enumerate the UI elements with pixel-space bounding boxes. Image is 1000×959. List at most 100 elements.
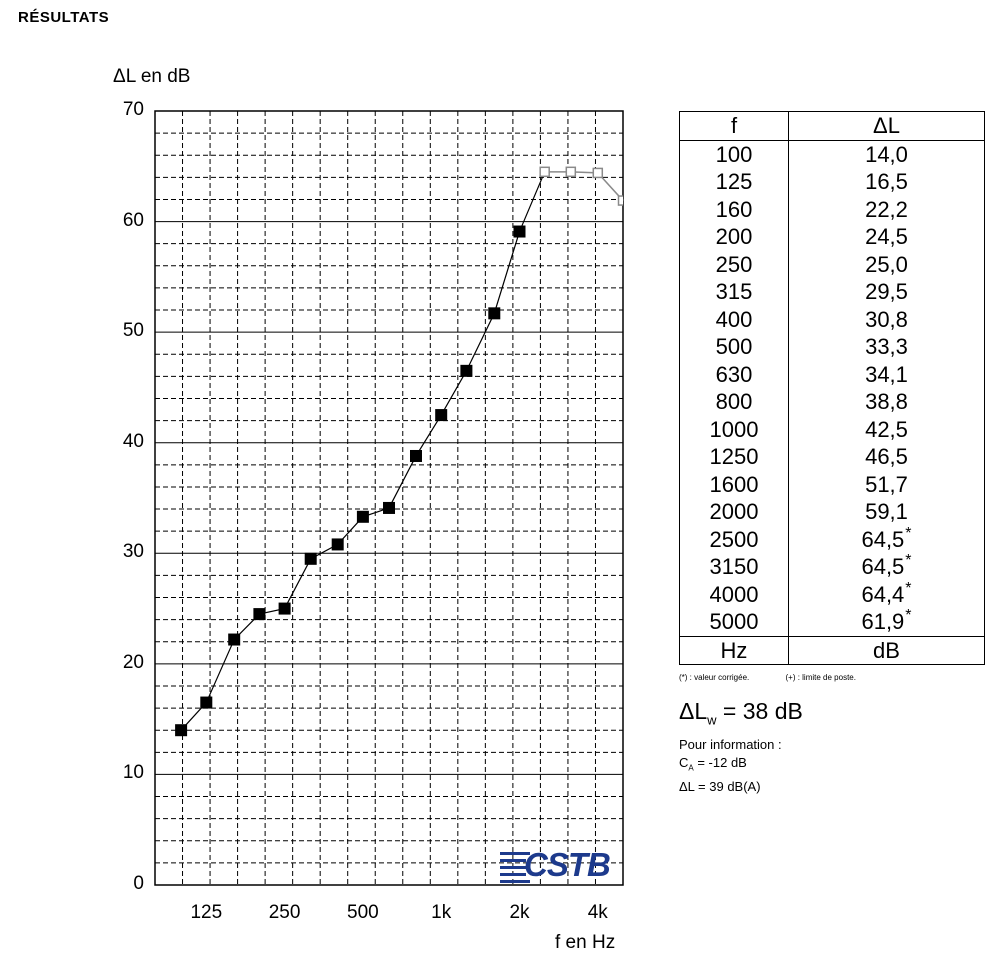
- table-value-dl: 46,5: [865, 444, 908, 469]
- table-cell-f: 4000: [679, 580, 789, 608]
- cstb-logo: CSTB: [500, 846, 624, 884]
- data-point: [356, 510, 369, 523]
- table-value-dl: 51,7: [865, 471, 908, 497]
- table-header-f: f: [679, 111, 789, 141]
- logo-text: CSTB: [524, 846, 611, 883]
- table-row: 800 38,8: [679, 388, 985, 416]
- x-tick-label: 500: [347, 902, 379, 923]
- table-cell-f: 160: [679, 195, 789, 223]
- table-cell-f: 1250: [679, 443, 789, 471]
- table-value-dl: 64,4: [861, 581, 905, 607]
- table-row: 400 30,8: [679, 305, 985, 333]
- table-row: 5000 61,9*: [679, 608, 985, 636]
- x-tick-label: 250: [268, 902, 301, 923]
- plot-frame: [154, 110, 624, 886]
- info-title: Pour information :: [679, 737, 782, 752]
- data-point: [383, 501, 396, 514]
- data-point: [435, 409, 448, 422]
- table-cell-dl: 14,0: [788, 140, 985, 168]
- y-axis-label: ΔL en dB: [113, 66, 191, 87]
- table-cell-dl: 42,5: [788, 415, 985, 443]
- results-table: f ΔL 100 14,0 125 16,5 160 22,2 200 24,5 250 25,0…: [679, 111, 985, 665]
- data-point: [513, 225, 526, 238]
- table-value-dl: 29,5: [865, 279, 908, 304]
- lw-prefix: ΔL: [679, 698, 708, 724]
- table-cell-f: 100: [679, 140, 789, 168]
- table-value-dl: 64,5: [861, 526, 905, 552]
- data-point-corrected: [539, 166, 550, 178]
- data-point-corrected: [592, 167, 604, 179]
- table-value-dl: 61,9: [861, 609, 905, 634]
- table-notes: (*) : valeur corrigée. (+) : limite de p…: [679, 673, 890, 682]
- table-cell-dl: 30,8: [788, 305, 985, 333]
- table-value-dl: 33,3: [865, 334, 908, 359]
- series-line-corrected: [544, 171, 624, 202]
- y-tick-label: 70: [122, 99, 144, 120]
- table-value-dl: 64,5: [861, 554, 905, 579]
- table-value-dl: 38,8: [865, 389, 908, 414]
- table-cell-f: 5000: [679, 608, 789, 636]
- dla-line: ΔL = 39 dB(A): [679, 778, 761, 794]
- y-tick-label: 20: [122, 651, 144, 673]
- table-row: 2000 59,1: [679, 498, 985, 526]
- ca-line: CA = -12 dB: [679, 754, 782, 778]
- table-cell-f: 1000: [679, 415, 789, 443]
- table-unit-dl: dB: [788, 635, 985, 665]
- table-cell-dl: 59,1: [788, 498, 985, 526]
- ca-subscript: A: [688, 763, 694, 773]
- table-row: 1000 42,5: [679, 415, 985, 443]
- corrected-marker: *: [905, 524, 912, 542]
- table-cell-dl: 22,2: [788, 195, 985, 223]
- table-row: 1600 51,7: [679, 470, 985, 498]
- data-point: [331, 538, 344, 551]
- table-row: 4000 64,4*: [679, 579, 985, 608]
- x-tick-label: 125: [190, 902, 223, 923]
- table-value-dl: 16,5: [865, 169, 908, 194]
- data-point: [228, 633, 241, 646]
- table-cell-f: 500: [679, 333, 789, 361]
- y-tick-label: 40: [122, 430, 144, 452]
- table-row: 2500 64,5*: [679, 524, 985, 553]
- note-corrected: (*) : valeur corrigée.: [679, 673, 750, 682]
- corrected-marker: *: [905, 579, 912, 597]
- y-tick-label: 10: [122, 762, 144, 784]
- weighted-index: ΔLw = 38 dB: [679, 698, 803, 728]
- table-cell-f: 200: [679, 223, 789, 251]
- table-value-dl: 59,1: [865, 499, 908, 524]
- data-point-corrected: [565, 166, 577, 178]
- table-cell-f: 400: [679, 305, 789, 333]
- table-cell-f: 800: [679, 388, 789, 416]
- table-cell-dl: 64,4*: [788, 579, 985, 608]
- table-row: 315 29,5: [679, 278, 985, 306]
- table-cell-f: 125: [679, 168, 789, 196]
- data-point: [278, 602, 291, 615]
- corrected-marker: *: [905, 552, 912, 569]
- data-point: [488, 307, 501, 320]
- table-value-dl: 34,1: [865, 361, 908, 387]
- table-cell-dl: 51,7: [788, 470, 985, 498]
- table-cell-f: 2500: [679, 525, 789, 553]
- info-block: Pour information : CA = -12 dB ΔL = 39 d…: [679, 736, 782, 796]
- table-value-dl: 25,0: [865, 251, 908, 277]
- table-row: 3150 64,5*: [679, 552, 985, 581]
- table-row: 200 24,5: [679, 223, 985, 251]
- table-cell-dl: 64,5*: [788, 552, 985, 581]
- table-row: 100 14,0: [679, 140, 985, 168]
- note-limit: (+) : limite de poste.: [785, 673, 856, 682]
- table-cell-dl: 34,1: [788, 360, 985, 388]
- table-row: 125 16,5: [679, 168, 985, 196]
- table-value-dl: 42,5: [865, 416, 908, 442]
- ca-prefix: C: [679, 755, 689, 770]
- table-value-dl: 14,0: [865, 141, 908, 167]
- table-unit-f: Hz: [679, 635, 789, 665]
- table-cell-dl: 33,3: [788, 333, 985, 361]
- table-cell-dl: 29,5: [788, 278, 985, 306]
- data-point: [304, 552, 317, 565]
- data-point: [200, 696, 213, 709]
- lw-subscript: w: [707, 712, 717, 728]
- table-value-dl: 22,2: [865, 196, 908, 222]
- table-cell-dl: 24,5: [788, 223, 985, 251]
- table-cell-f: 3150: [679, 553, 789, 581]
- table-cell-dl: 61,9*: [788, 608, 985, 636]
